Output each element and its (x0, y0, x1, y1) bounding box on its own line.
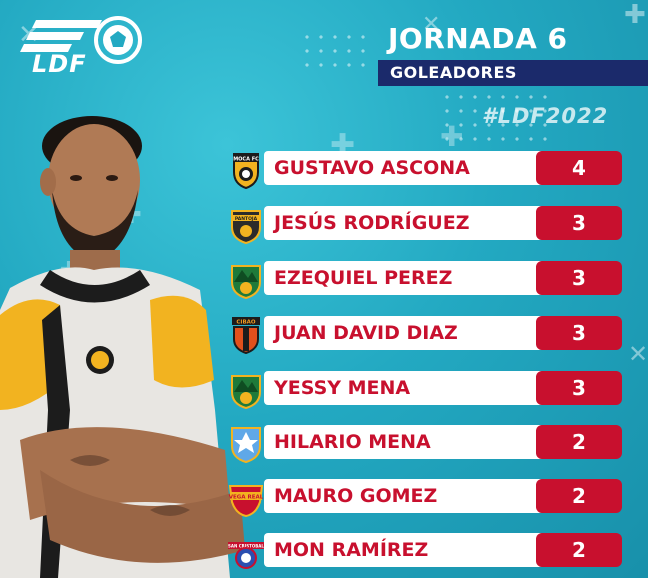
list-item: VEGA REAL MAURO GOMEZ 2 (226, 478, 622, 518)
logo-text: LDF (32, 50, 87, 78)
player-name: JESÚS RODRÍGUEZ (274, 212, 470, 234)
goals-badge: 3 (536, 206, 622, 240)
player-name-box: EZEQUIEL PEREZ (264, 261, 544, 295)
goals-count: 3 (572, 321, 586, 345)
subtitle-banner (378, 60, 648, 86)
goals-badge: 2 (536, 425, 622, 459)
crest-label: MOCA FC (233, 157, 259, 163)
crest-label: PANTOJA (235, 216, 258, 222)
player-name-box: JUAN DAVID DIAZ (264, 316, 544, 350)
crest-label: SAN CRISTOBAL (228, 544, 264, 549)
list-item: HILARIO MENA 2 (226, 424, 622, 464)
player-name: MAURO GOMEZ (274, 485, 438, 507)
page-title: JORNADA 6 (388, 22, 568, 55)
decorative-dot-pattern (300, 30, 370, 70)
list-item: EZEQUIEL PEREZ 3 (226, 260, 622, 300)
list-item: CIBAO JUAN DAVID DIAZ 3 (226, 315, 622, 355)
player-name: MON RAMÍREZ (274, 539, 429, 561)
player-photo (0, 116, 245, 578)
crest-label: VEGA REAL (229, 495, 264, 501)
decorative-x-icon: ✕ (422, 12, 441, 37)
player-name-box: MON RAMÍREZ (264, 533, 544, 567)
player-name: GUSTAVO ASCONA (274, 157, 470, 179)
player-name-box: GUSTAVO ASCONA (264, 151, 544, 185)
goals-badge: 2 (536, 533, 622, 567)
player-name: JUAN DAVID DIAZ (274, 322, 458, 344)
goals-count: 3 (572, 376, 586, 400)
san-cristobal-crest-icon: SAN CRISTOBAL (228, 542, 264, 569)
decorative-dot-pattern (440, 90, 550, 150)
list-item: SAN CRISTOBAL MON RAMÍREZ 2 (226, 532, 622, 569)
pantoja-crest-icon: PANTOJA (231, 210, 261, 245)
ldf-logo-icon (20, 16, 142, 64)
player-name-box: JESÚS RODRÍGUEZ (264, 206, 544, 240)
player-name-box: HILARIO MENA (264, 425, 544, 459)
goals-count: 2 (572, 484, 586, 508)
decorative-x-icon: ✚ (624, 0, 646, 30)
list-item: YESSY MENA 3 (226, 370, 622, 410)
player-name: HILARIO MENA (274, 431, 431, 453)
goals-badge: 2 (536, 479, 622, 513)
atletico-blue-crest-icon (231, 427, 261, 464)
jarabacoa-crest-icon (231, 375, 261, 410)
goals-count: 2 (572, 538, 586, 562)
goals-badge: 3 (536, 371, 622, 405)
player-name: YESSY MENA (274, 377, 411, 399)
goals-badge: 3 (536, 261, 622, 295)
hashtag: #LDF2022 (482, 104, 609, 128)
list-item: PANTOJA JESÚS RODRÍGUEZ 3 (226, 205, 622, 245)
jarabacoa-crest-icon (231, 265, 261, 300)
vega-real-crest-icon: VEGA REAL (229, 485, 264, 518)
goals-count: 3 (572, 266, 586, 290)
decorative-x-icon: ✕ (628, 340, 648, 368)
moca-fc-crest-icon: MOCA FC (233, 153, 259, 190)
goals-badge: 4 (536, 151, 622, 185)
goals-badge: 3 (536, 316, 622, 350)
player-name-box: MAURO GOMEZ (264, 479, 544, 513)
page-subtitle: GOLEADORES (390, 63, 517, 82)
list-item: MOCA FC GUSTAVO ASCONA 4 (226, 150, 622, 190)
player-name: EZEQUIEL PEREZ (274, 267, 453, 289)
goals-count: 2 (572, 430, 586, 454)
crest-label: CIBAO (236, 320, 256, 326)
cibao-fc-crest-icon: CIBAO (232, 317, 260, 355)
goals-count: 3 (572, 211, 586, 235)
player-name-box: YESSY MENA (264, 371, 544, 405)
goals-count: 4 (572, 156, 586, 180)
